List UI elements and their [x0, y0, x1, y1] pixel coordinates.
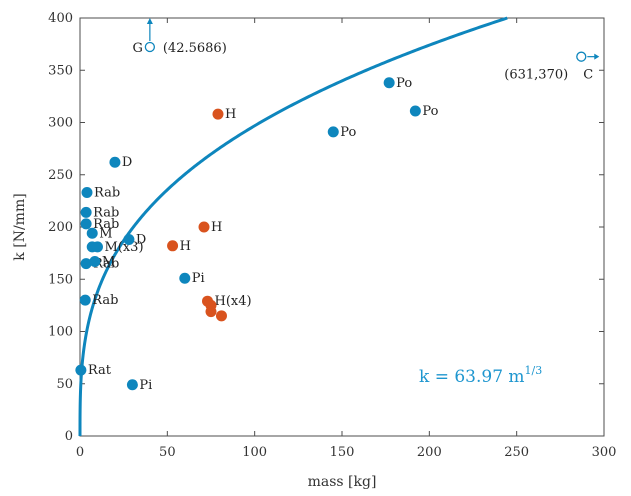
point-label: Rab	[93, 205, 119, 220]
point-label: Po	[422, 104, 438, 119]
y-tick-label: 300	[48, 116, 73, 131]
data-point	[91, 241, 103, 253]
data-point	[89, 255, 101, 267]
data-point	[79, 294, 91, 306]
point-label: Rab	[92, 293, 118, 308]
point-label: M	[99, 226, 112, 241]
data-point	[123, 234, 135, 246]
marker-C-arrow-head	[594, 53, 600, 60]
axes: 0 50 100 150 200 250 300 0 50 100 150 200 250 300 350 4…	[48, 11, 616, 460]
marker-G-value: (42.5686)	[163, 41, 227, 56]
point-label: Pi	[192, 271, 205, 286]
x-tick-label: 300	[592, 445, 617, 460]
y-tick-label: 50	[56, 377, 73, 392]
data-point	[75, 364, 87, 376]
data-point	[327, 126, 339, 138]
data-point	[80, 218, 92, 230]
offscale-markers-layer: G (42.5686) (631,370) C	[132, 18, 600, 83]
point-label: H	[225, 107, 236, 122]
x-tick-label: 50	[159, 445, 176, 460]
y-tick-label: 200	[48, 220, 73, 235]
data-point	[179, 272, 191, 284]
point-label: Pi	[139, 378, 152, 393]
data-point	[215, 310, 227, 322]
y-tick-label: 150	[48, 272, 73, 287]
y-tick-label: 350	[48, 63, 73, 78]
fit-equation-exponent: 1/3	[525, 364, 543, 377]
point-label: M	[102, 254, 115, 269]
x-tick-label: 100	[242, 445, 267, 460]
point-label: Rab	[93, 217, 119, 232]
data-point	[109, 156, 121, 168]
marker-G-letter: G	[132, 41, 142, 56]
y-axis-label: k [N/mm]	[12, 193, 28, 260]
fit-equation-main: k = 63.97 m	[419, 367, 525, 387]
point-label: H(x4)	[215, 294, 252, 309]
point-label: M(x3)	[104, 240, 143, 255]
y-tick-label: 250	[48, 168, 73, 183]
y-tick-label: 100	[48, 325, 73, 340]
marker-G-arrow-head	[146, 18, 153, 24]
x-tick-label: 200	[417, 445, 442, 460]
data-point	[205, 306, 217, 318]
data-point	[86, 227, 98, 239]
data-point	[383, 77, 395, 89]
fit-curve	[78, 16, 508, 436]
point-label: Rab	[94, 186, 120, 201]
marker-C-letter: C	[583, 68, 593, 83]
data-point	[198, 221, 210, 233]
marker-C-circle	[576, 51, 587, 62]
point-label: H	[180, 239, 191, 254]
data-point	[80, 206, 92, 218]
data-point	[80, 258, 92, 270]
fit-curve-layer	[78, 16, 508, 436]
data-point	[81, 187, 93, 199]
point-label: Rat	[88, 363, 112, 378]
x-tick-label: 250	[504, 445, 529, 460]
points-layer: RatRabRabMRabRabRabMM(x3)DDPiPiPoPoPoHHH…	[75, 76, 439, 393]
point-label: Po	[396, 76, 412, 91]
fit-equation-label: k = 63.97 m1/3	[419, 364, 542, 387]
x-tick-label: 150	[330, 445, 355, 460]
data-point	[167, 240, 179, 252]
y-tick-label: 0	[65, 429, 73, 444]
y-tick-label: 400	[48, 11, 73, 26]
marker-C-value: (631,370)	[504, 68, 568, 83]
marker-G-circle	[144, 41, 156, 53]
data-point	[409, 105, 421, 117]
point-label: H	[211, 220, 222, 235]
point-label: D	[122, 155, 132, 170]
point-label: Po	[340, 125, 356, 140]
x-axis-label: mass [kg]	[308, 474, 377, 490]
x-tick-label: 0	[76, 445, 84, 460]
data-point	[126, 379, 138, 391]
data-point	[212, 108, 224, 120]
point-label: D	[136, 233, 146, 248]
